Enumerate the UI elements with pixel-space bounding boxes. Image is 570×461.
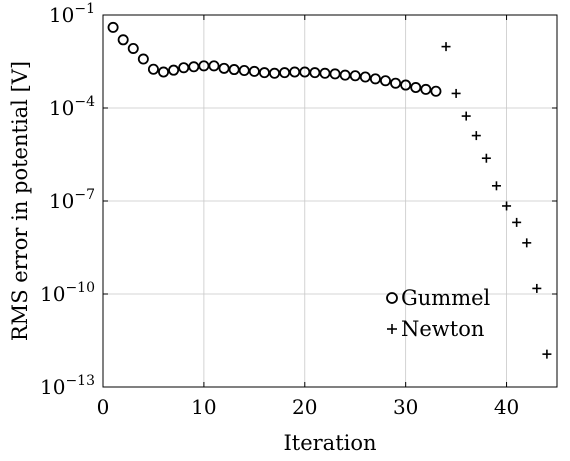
y-tick-label: 10−10 <box>40 280 95 306</box>
y-tick-label-exponent: −10 <box>65 280 95 296</box>
legend-marker-gummel <box>386 292 398 304</box>
gummel-point <box>238 64 250 76</box>
gummel-point <box>218 62 230 74</box>
gummel-point <box>127 42 139 54</box>
series-gummel <box>107 21 442 97</box>
x-axis-label: Iteration <box>283 431 376 455</box>
x-tick-label: 0 <box>97 395 110 419</box>
gummel-point <box>359 71 371 83</box>
x-tick-label: 40 <box>494 395 519 419</box>
y-tick-label-base: 10 <box>49 3 74 27</box>
gummel-point <box>299 66 311 78</box>
y-tick-label-base: 10 <box>40 375 65 399</box>
y-tick-label: 10−4 <box>49 94 95 120</box>
y-tick-label-base: 10 <box>49 96 74 120</box>
gummel-point <box>329 68 341 80</box>
gummel-point <box>188 61 200 73</box>
newton-point <box>512 217 522 227</box>
gummel-point <box>158 66 170 78</box>
gummel-point <box>147 63 159 75</box>
gummel-point <box>430 85 442 97</box>
y-tick-label: 10−1 <box>49 1 95 27</box>
y-tick-label-base: 10 <box>40 282 65 306</box>
y-tick-label-exponent: −7 <box>74 187 95 203</box>
legend-plus <box>387 324 397 334</box>
gummel-point <box>269 67 281 79</box>
gummel-point <box>410 82 422 94</box>
newton-point <box>481 153 491 163</box>
newton-point <box>532 283 542 293</box>
x-tick-label: 30 <box>393 395 418 419</box>
x-tick-label: 20 <box>292 395 317 419</box>
grid <box>102 14 557 388</box>
gummel-point <box>208 60 220 72</box>
gummel-point <box>319 67 331 79</box>
legend-marker-newton <box>387 324 397 334</box>
y-tick-label: 10−13 <box>40 373 95 399</box>
gummel-point <box>279 67 291 79</box>
x-tick-label: 10 <box>191 395 216 419</box>
gummel-point <box>258 67 270 79</box>
gummel-point <box>168 64 180 76</box>
newton-point <box>441 42 451 52</box>
y-axis-label: RMS error in potential [V] <box>8 61 32 341</box>
y-tick-label-base: 10 <box>49 189 74 213</box>
x-axis-ticks: 0 10 20 30 40 <box>97 15 519 419</box>
y-tick-label: 10−7 <box>49 187 95 213</box>
newton-point <box>491 181 501 191</box>
gummel-point <box>289 66 301 78</box>
gummel-point <box>379 75 391 87</box>
newton-point <box>461 111 471 121</box>
gummel-point <box>178 62 190 74</box>
gummel-point <box>339 69 351 81</box>
gummel-point <box>390 77 402 89</box>
gummel-point <box>420 83 432 95</box>
gummel-point <box>248 65 260 77</box>
newton-point <box>542 349 552 359</box>
newton-point <box>522 238 532 248</box>
legend-label-newton: Newton <box>401 317 484 341</box>
newton-point <box>502 201 512 211</box>
series-newton <box>441 42 552 359</box>
y-tick-label-exponent: −1 <box>74 1 95 17</box>
legend: Gummel Newton <box>386 286 491 341</box>
gummel-point <box>349 70 361 82</box>
gummel-point <box>369 73 381 85</box>
y-tick-label-exponent: −4 <box>74 94 95 110</box>
gummel-point <box>137 53 149 65</box>
gummel-point <box>107 21 119 33</box>
gummel-point <box>400 79 412 91</box>
newton-point <box>451 88 461 98</box>
y-tick-label-exponent: −13 <box>65 373 95 389</box>
gummel-point <box>117 34 129 46</box>
legend-label-gummel: Gummel <box>401 286 491 310</box>
gummel-point <box>309 67 321 79</box>
gummel-point <box>228 64 240 76</box>
newton-point <box>471 131 481 141</box>
